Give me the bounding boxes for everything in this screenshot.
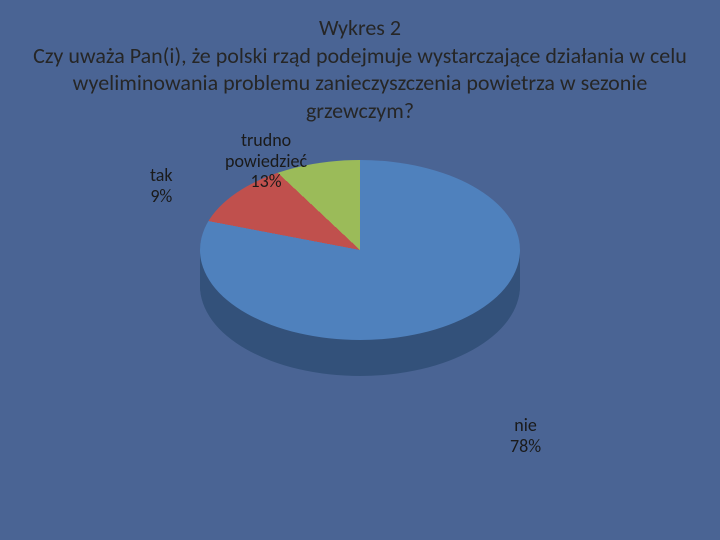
label-nie-name: nie (510, 415, 541, 436)
pie-chart: tak 9% trudno powiedzieć 13% nie 78% (0, 130, 720, 530)
title-question: Czy uważa Pan(i), że polski rząd podejmu… (24, 42, 696, 125)
label-tak-name: tak (150, 165, 173, 186)
label-tak: tak 9% (150, 165, 173, 206)
title-line1: Wykres 2 (24, 14, 696, 42)
label-nie: nie 78% (510, 415, 541, 456)
label-nie-pct: 78% (510, 436, 541, 457)
slide: Wykres 2 Czy uważa Pan(i), że polski rzą… (0, 0, 720, 540)
label-trudno-l1: trudno (225, 130, 307, 151)
label-trudno-pct: 13% (225, 171, 307, 192)
label-tak-pct: 9% (150, 186, 173, 207)
chart-title: Wykres 2 Czy uważa Pan(i), że polski rzą… (0, 0, 720, 124)
label-trudno: trudno powiedzieć 13% (225, 130, 307, 192)
label-trudno-l2: powiedzieć (225, 151, 307, 172)
pie-3d (200, 160, 520, 480)
